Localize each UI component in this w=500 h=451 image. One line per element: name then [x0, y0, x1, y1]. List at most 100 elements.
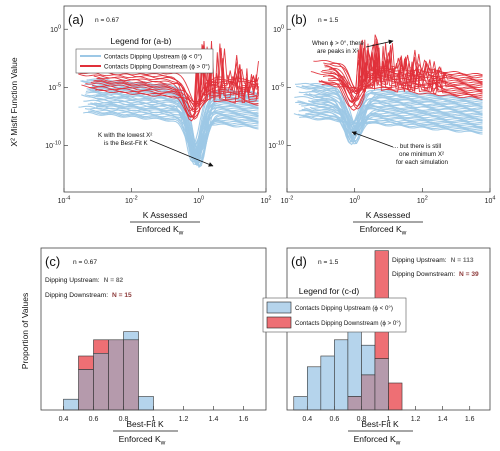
- annotation-a-line-1: K with the lowest X²: [98, 132, 152, 139]
- curves-b: [293, 34, 483, 146]
- downstream-count-value-c: N = 15: [112, 292, 132, 299]
- curve-b-upstream-3: [293, 113, 483, 137]
- top-x-label-denominator-a: Enforced Kw: [137, 224, 184, 237]
- curve-b-upstream-13: [295, 101, 483, 127]
- panel-d: 0.4 0.6 0.8 1 1.2 1.4 1.6 (d) n = 1.5 Dipping …: [286, 247, 491, 423]
- legend-cd: Legend for (c-d) Contacts Dipping Upstre…: [262, 286, 407, 333]
- curve-a-downstream-1: [88, 52, 259, 118]
- curve-a-upstream-15: [81, 94, 259, 159]
- bottom-x-label-numerator-d: Best-Fit K: [361, 419, 399, 429]
- downstream-count-c: Dipping Downstream: N = 15: [45, 292, 132, 299]
- bar-d-upstream-4: [347, 331, 362, 397]
- y-tick-label-b-2: 100: [273, 24, 284, 34]
- legend-ab-downstream-label: Contacts Dipping Downstream (ϕ > 0°): [104, 64, 210, 71]
- panel-label-a: (a): [68, 12, 84, 27]
- annotation-b-bottom-arrow: [351, 131, 394, 148]
- bar-d-upstream-1: [306, 366, 322, 411]
- x-tick-label-c-5: 1.4: [209, 416, 219, 423]
- x-tick-label-c-2: 0.8: [119, 416, 129, 423]
- bottom-x-label-denominator-c: Enforced Kw: [119, 434, 166, 447]
- panel-label-b: (b): [291, 12, 307, 27]
- ticks-d: 0.4 0.6 0.8 1 1.2 1.4 1.6: [302, 406, 475, 423]
- bar-d-upstream-3: [334, 339, 349, 411]
- subscript-w-c: w: [160, 440, 166, 447]
- bar-d-overlap-4: [347, 396, 362, 411]
- bar-d-upstream-0: [293, 396, 308, 411]
- x-tick-label-b-1: 100: [349, 196, 360, 206]
- curve-b-upstream-9: [311, 107, 483, 132]
- curve-a-upstream-8: [90, 102, 259, 153]
- curve-a-downstream-2: [81, 67, 259, 113]
- curve-b-upstream-14: [297, 100, 483, 131]
- curve-a-upstream-17: [96, 94, 259, 154]
- bar-c-overlap-1: [78, 369, 94, 411]
- bar-c-overlap-3: [108, 339, 124, 411]
- top-x-label-numerator-b: K Assessed: [366, 210, 411, 220]
- panel-label-c: (c): [45, 254, 60, 269]
- bar-c-upstream-0: [63, 398, 79, 411]
- annotation-b-bottom-line-3: for each simulation: [396, 159, 448, 166]
- upstream-count-c: Dipping Upstream: N = 82: [45, 277, 124, 284]
- n-label-b: n = 1.5: [318, 17, 339, 24]
- curve-a-upstream-16: [84, 94, 259, 168]
- bar-c-upstream-5: [138, 396, 154, 411]
- subscript-w-d: w: [395, 440, 401, 447]
- legend-ab: Legend for (a-b) Contacts Dipping Upstre…: [75, 36, 214, 74]
- y-tick-label-a-0: 10-10: [45, 141, 61, 151]
- annotation-b-top-arrow: [365, 39, 394, 48]
- bar-c-downstream-1: [78, 355, 94, 370]
- x-tick-label-c-1: 0.6: [89, 416, 99, 423]
- curve-a-upstream-14: [88, 96, 259, 164]
- x-tick-label-d-6: 1.6: [465, 416, 475, 423]
- curve-b-downstream-3: [320, 39, 483, 108]
- x-tick-label-a-0: 10-4: [58, 196, 71, 206]
- curve-a-downstream-9: [78, 68, 259, 122]
- x-tick-label-d-2: 0.8: [357, 416, 367, 423]
- curve-a-upstream-0: [83, 111, 259, 148]
- panel-b: 10-2 100 102 104 10-10 10-5 100 (b) n = 1.5 Wh…: [268, 5, 495, 205]
- curve-b-upstream-0: [299, 116, 483, 135]
- plot-area-c: [41, 248, 266, 410]
- x-tick-label-b-3: 104: [485, 196, 496, 206]
- curve-b-upstream-18: [294, 95, 483, 124]
- legend-ab-title: Legend for (a-b): [111, 36, 172, 46]
- curve-a-downstream-4: [85, 40, 259, 105]
- curve-b-downstream-17: [313, 49, 483, 94]
- curve-b-upstream-15: [308, 100, 483, 143]
- panel-c: 0.4 0.6 0.8 1 1.2 1.4 1.6 (c) n = 0.67 Dipping…: [40, 247, 267, 423]
- x-tick-label-d-4: 1.2: [411, 416, 421, 423]
- x-tick-label-c-0: 0.4: [59, 416, 69, 423]
- annotation-b-bottom: ... but there is still one minimum X² fo…: [351, 131, 448, 166]
- x-tick-label-c-6: 1.6: [239, 416, 249, 423]
- legend-cd-downstream-swatch: [266, 316, 292, 329]
- x-tick-label-d-3: 1: [387, 416, 391, 423]
- curve-a-upstream-1: [88, 110, 259, 152]
- plot-frame-a: [63, 5, 267, 193]
- downstream-count-d: Dipping Downstream: N = 39: [392, 271, 479, 278]
- curve-a-downstream-8: [93, 44, 259, 108]
- x-tick-label-d-1: 0.6: [329, 416, 339, 423]
- curve-b-downstream-13: [324, 42, 483, 104]
- top-x-label-numerator-a: K Assessed: [143, 210, 188, 220]
- legend-ab-box: [75, 48, 214, 74]
- panel-label-d: (d): [291, 254, 307, 269]
- curve-b-downstream-14: [324, 41, 483, 94]
- top-y-axis-label: X² Misfit Function Value: [9, 57, 19, 146]
- ticks-b: 10-2 100 102 104 10-10 10-5 100: [268, 24, 495, 205]
- annotation-b-top-line-2: are peaks in X²: [317, 48, 359, 55]
- curve-a-upstream-2: [92, 109, 259, 152]
- curve-b-upstream-8: [303, 107, 483, 135]
- curve-b-upstream-19: [312, 96, 483, 146]
- legend-cd-upstream-swatch: [266, 301, 292, 314]
- ticks-c: 0.4 0.6 0.8 1 1.2 1.4 1.6: [59, 406, 249, 423]
- curve-b-upstream-20: [303, 94, 483, 140]
- annotation-b-bottom-line-2: one minimum X²: [399, 151, 444, 158]
- annotation-a-line-2: is the Best-Fit K: [104, 140, 149, 147]
- x-tick-label-b-2: 102: [417, 196, 428, 206]
- y-tick-label-a-1: 10-5: [48, 82, 61, 92]
- x-tick-label-d-5: 1.4: [438, 416, 448, 423]
- x-tick-label-c-4: 1.2: [179, 416, 189, 423]
- annotation-a-arrow: [149, 139, 214, 167]
